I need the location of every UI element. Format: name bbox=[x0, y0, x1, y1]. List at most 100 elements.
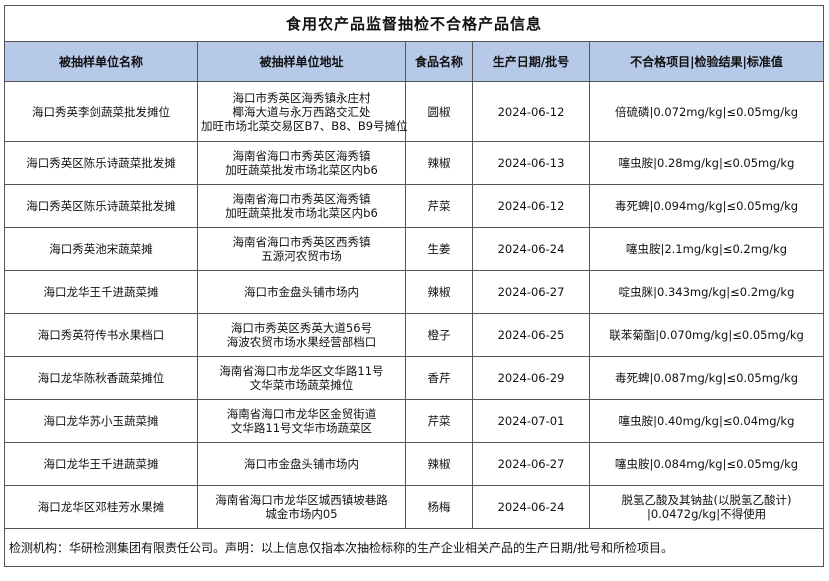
address-line: 海口市金盘头铺市场内 bbox=[244, 457, 359, 471]
header-unit-address: 被抽样单位地址 bbox=[197, 41, 406, 82]
result-line: 倍硫磷|0.072mg/kg|≤0.05mg/kg bbox=[614, 104, 799, 119]
cell-unqualified-result: 噻虫胺|0.28mg/kg|≤0.05mg/kg bbox=[588, 141, 825, 185]
address-line: 加旺蔬菜批发市场北菜区内b6 bbox=[225, 163, 378, 177]
address-line: 海波农贸市场水果经营部档口 bbox=[226, 335, 377, 349]
table-title: 食用农产品监督抽检不合格产品信息 bbox=[3, 5, 825, 42]
cell-unit-name: 海口秀英李剑蔬菜批发摊位 bbox=[4, 81, 198, 142]
cell-unit-name: 海口龙华陈秋香蔬菜摊位 bbox=[4, 356, 198, 400]
cell-production-date: 2024-06-27 bbox=[472, 442, 590, 486]
result-line: 噻虫胺|2.1mg/kg|≤0.2mg/kg bbox=[625, 242, 788, 256]
header-production-date: 生产日期/批号 bbox=[472, 41, 590, 82]
address-line: 海口市秀英区海秀镇永庄村 bbox=[232, 90, 371, 105]
cell-unqualified-result: 啶虫脒|0.343mg/kg|≤0.2mg/kg bbox=[588, 270, 825, 314]
cell-unit-name: 海口龙华区邓桂芳水果摊 bbox=[4, 485, 198, 529]
cell-unqualified-result: 毒死蜱|0.094mg/kg|≤0.05mg/kg bbox=[588, 184, 825, 228]
address-line: 海南省海口市秀英区海秀镇 bbox=[232, 149, 371, 163]
cell-production-date: 2024-06-29 bbox=[472, 356, 590, 400]
cell-unit-address: 海南省海口市秀英区海秀镇 加旺蔬菜批发市场北菜区内b6 bbox=[197, 141, 406, 185]
result-line: 毒死蜱|0.087mg/kg|≤0.05mg/kg bbox=[614, 371, 799, 385]
address-line: 海南省海口市秀英区海秀镇 bbox=[232, 192, 371, 206]
result-line: 噻虫胺|0.40mg/kg|≤0.04mg/kg bbox=[618, 414, 795, 428]
cell-production-date: 2024-06-13 bbox=[472, 141, 590, 185]
cell-production-date: 2024-06-12 bbox=[472, 81, 590, 142]
unqualified-products-table: 食用农产品监督抽检不合格产品信息 被抽样单位名称 被抽样单位地址 食品名称 生产… bbox=[3, 5, 825, 567]
header-row: 被抽样单位名称 被抽样单位地址 食品名称 生产日期/批号 不合格项目|检验结果|… bbox=[4, 41, 825, 82]
header-unqualified-item: 不合格项目|检验结果|标准值 bbox=[588, 41, 825, 82]
report-frame: 食用农产品监督抽检不合格产品信息 被抽样单位名称 被抽样单位地址 食品名称 生产… bbox=[3, 5, 825, 567]
address-line: 海南省海口市秀英区西秀镇 bbox=[232, 235, 371, 249]
table-row: 海口龙华区邓桂芳水果摊 海南省海口市龙华区城西镇坡巷路 城金市场内05 杨梅 2024-… bbox=[4, 485, 825, 529]
cell-food-name: 橙子 bbox=[405, 313, 473, 357]
result-line: 联苯菊酯|0.070mg/kg|≤0.05mg/kg bbox=[609, 328, 804, 342]
address-line: 文华路11号文华市场蔬菜区 bbox=[230, 421, 373, 435]
cell-unit-name: 海口秀英符传书水果档口 bbox=[4, 313, 198, 357]
cell-production-date: 2024-06-24 bbox=[472, 227, 590, 271]
cell-food-name: 辣椒 bbox=[405, 442, 473, 486]
cell-food-name: 芹菜 bbox=[405, 184, 473, 228]
table-row: 海口秀英李剑蔬菜批发摊位 海口市秀英区海秀镇永庄村 椰海大道与永万西路交汇处 加旺市场… bbox=[4, 81, 825, 142]
cell-unit-address: 海南省海口市龙华区金贸街道 文华路11号文华市场蔬菜区 bbox=[197, 399, 406, 443]
address-line: 加旺市场北菜交易区B7、B8、B9号摊位 bbox=[201, 118, 408, 133]
cell-unit-name: 海口秀英池宋蔬菜摊 bbox=[4, 227, 198, 271]
cell-unit-address: 海南省海口市龙华区文华路11号 文华菜市场蔬菜摊位 bbox=[197, 356, 406, 400]
cell-unit-name: 海口龙华苏小玉蔬菜摊 bbox=[4, 399, 198, 443]
footer-note: 检测机构：华研检测集团有限责任公司。声明：以上信息仅指本次抽检标称的生产企业相关… bbox=[3, 528, 825, 567]
result-line: 脱氢乙酸及其钠盐(以脱氢乙酸计) bbox=[621, 493, 792, 507]
cell-food-name: 辣椒 bbox=[405, 141, 473, 185]
cell-unit-name: 海口龙华王千进蔬菜摊 bbox=[4, 270, 198, 314]
result-line: 毒死蜱|0.094mg/kg|≤0.05mg/kg bbox=[614, 199, 799, 213]
address-line: 海口市秀英区秀英大道56号 bbox=[230, 321, 373, 335]
cell-production-date: 2024-06-27 bbox=[472, 270, 590, 314]
cell-production-date: 2024-07-01 bbox=[472, 399, 590, 443]
cell-food-name: 杨梅 bbox=[405, 485, 473, 529]
cell-food-name: 圆椒 bbox=[405, 81, 473, 142]
result-line: |0.0472g/kg|不得使用 bbox=[646, 507, 767, 521]
cell-unqualified-result: 噻虫胺|0.084mg/kg|≤0.05mg/kg bbox=[588, 442, 825, 486]
cell-production-date: 2024-06-25 bbox=[472, 313, 590, 357]
cell-unit-address: 海南省海口市秀英区海秀镇 加旺蔬菜批发市场北菜区内b6 bbox=[197, 184, 406, 228]
table-row: 海口龙华陈秋香蔬菜摊位 海南省海口市龙华区文华路11号 文华菜市场蔬菜摊位 香芹 202… bbox=[4, 356, 825, 400]
table-body: 海口秀英李剑蔬菜批发摊位 海口市秀英区海秀镇永庄村 椰海大道与永万西路交汇处 加旺市场… bbox=[4, 81, 825, 529]
cell-unqualified-result: 噻虫胺|2.1mg/kg|≤0.2mg/kg bbox=[588, 227, 825, 271]
table-row: 海口秀英区陈乐诗蔬菜批发摊 海南省海口市秀英区海秀镇 加旺蔬菜批发市场北菜区内b6 芹… bbox=[4, 184, 825, 228]
result-line: 噻虫胺|0.28mg/kg|≤0.05mg/kg bbox=[618, 156, 795, 170]
cell-unit-address: 海南省海口市秀英区西秀镇 五源河农贸市场 bbox=[197, 227, 406, 271]
table-row: 海口龙华王千进蔬菜摊 海口市金盘头铺市场内 辣椒 2024-06-27 啶虫脒|0.34… bbox=[4, 270, 825, 314]
cell-food-name: 生姜 bbox=[405, 227, 473, 271]
address-line: 海口市金盘头铺市场内 bbox=[244, 285, 359, 299]
cell-production-date: 2024-06-12 bbox=[472, 184, 590, 228]
cell-unit-name: 海口秀英区陈乐诗蔬菜批发摊 bbox=[4, 141, 198, 185]
cell-food-name: 芹菜 bbox=[405, 399, 473, 443]
address-line: 海南省海口市龙华区城西镇坡巷路 bbox=[215, 493, 388, 507]
cell-unit-address: 海口市秀英区海秀镇永庄村 椰海大道与永万西路交汇处 加旺市场北菜交易区B7、B8、B… bbox=[197, 81, 408, 142]
cell-unqualified-result: 倍硫磷|0.072mg/kg|≤0.05mg/kg bbox=[588, 81, 825, 142]
cell-food-name: 辣椒 bbox=[405, 270, 473, 314]
cell-unqualified-result: 噻虫胺|0.40mg/kg|≤0.04mg/kg bbox=[588, 399, 825, 443]
cell-unit-address: 海口市金盘头铺市场内 bbox=[197, 270, 406, 314]
cell-unit-name: 海口龙华王千进蔬菜摊 bbox=[4, 442, 198, 486]
header-food-name: 食品名称 bbox=[405, 41, 473, 82]
cell-unit-address: 海口市秀英区秀英大道56号 海波农贸市场水果经营部档口 bbox=[197, 313, 406, 357]
cell-unit-address: 海口市金盘头铺市场内 bbox=[197, 442, 406, 486]
address-line: 椰海大道与永万西路交汇处 bbox=[232, 104, 371, 119]
address-line: 城金市场内05 bbox=[265, 507, 338, 521]
table-row: 海口秀英池宋蔬菜摊 海南省海口市秀英区西秀镇 五源河农贸市场 生姜 2024-06-24… bbox=[4, 227, 825, 271]
cell-unqualified-result: 毒死蜱|0.087mg/kg|≤0.05mg/kg bbox=[588, 356, 825, 400]
result-line: 噻虫胺|0.084mg/kg|≤0.05mg/kg bbox=[614, 457, 799, 471]
cell-unit-address: 海南省海口市龙华区城西镇坡巷路 城金市场内05 bbox=[197, 485, 406, 529]
cell-unit-name: 海口秀英区陈乐诗蔬菜批发摊 bbox=[4, 184, 198, 228]
cell-unqualified-result: 联苯菊酯|0.070mg/kg|≤0.05mg/kg bbox=[588, 313, 825, 357]
header-unit-name: 被抽样单位名称 bbox=[4, 41, 198, 82]
address-line: 海南省海口市龙华区文华路11号 bbox=[219, 364, 384, 378]
table-row: 海口龙华王千进蔬菜摊 海口市金盘头铺市场内 辣椒 2024-06-27 噻虫胺|0.08… bbox=[4, 442, 825, 486]
address-line: 加旺蔬菜批发市场北菜区内b6 bbox=[225, 206, 378, 220]
table-row: 海口秀英符传书水果档口 海口市秀英区秀英大道56号 海波农贸市场水果经营部档口 橙子 2… bbox=[4, 313, 825, 357]
cell-food-name: 香芹 bbox=[405, 356, 473, 400]
address-line: 海南省海口市龙华区金贸街道 bbox=[226, 407, 377, 421]
address-line: 文华菜市场蔬菜摊位 bbox=[249, 378, 354, 392]
cell-production-date: 2024-06-24 bbox=[472, 485, 590, 529]
table-row: 海口龙华苏小玉蔬菜摊 海南省海口市龙华区金贸街道 文华路11号文华市场蔬菜区 芹菜 20… bbox=[4, 399, 825, 443]
table-row: 海口秀英区陈乐诗蔬菜批发摊 海南省海口市秀英区海秀镇 加旺蔬菜批发市场北菜区内b6 辣… bbox=[4, 141, 825, 185]
address-line: 五源河农贸市场 bbox=[261, 249, 342, 263]
cell-unqualified-result: 脱氢乙酸及其钠盐(以脱氢乙酸计) |0.0472g/kg|不得使用 bbox=[588, 485, 825, 529]
